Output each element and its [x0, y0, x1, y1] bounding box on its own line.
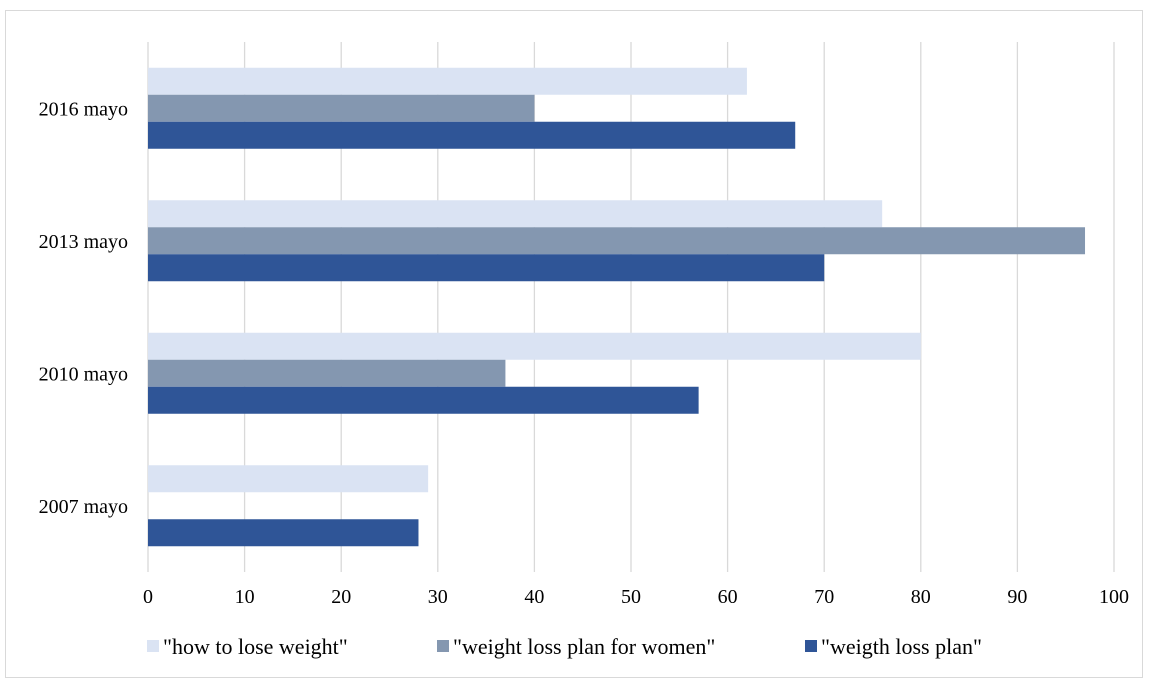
- x-tick-label: 40: [524, 586, 544, 608]
- legend-swatch-weight-loss-plan-for-women: [437, 640, 449, 652]
- legend-label: "weigth loss plan": [821, 634, 982, 659]
- x-tick-label: 100: [1099, 586, 1129, 608]
- x-tick-label: 80: [911, 586, 931, 608]
- bar-2007-mayo-weigth-loss-plan: [148, 519, 419, 547]
- x-tick-label: 10: [235, 586, 255, 608]
- bar-2013-mayo-weigth-loss-plan: [148, 254, 825, 282]
- bar-2013-mayo-how-to-lose-weight: [148, 200, 883, 228]
- bar-2016-mayo-weight-loss-plan-for-women: [148, 94, 535, 122]
- category-label: 2016 mayo: [39, 98, 128, 120]
- x-tick-label: 0: [143, 586, 153, 608]
- legend-label: "weight loss plan for women": [453, 634, 715, 659]
- category-label: 2007 mayo: [39, 496, 128, 518]
- x-tick-label: 20: [331, 586, 351, 608]
- x-tick-label: 70: [814, 586, 834, 608]
- category-label: 2010 mayo: [39, 363, 128, 385]
- legend-swatch-weigth-loss-plan: [805, 640, 817, 652]
- bar-2016-mayo-weigth-loss-plan: [148, 121, 796, 149]
- bar-2007-mayo-how-to-lose-weight: [148, 465, 429, 493]
- bar-2010-mayo-how-to-lose-weight: [148, 332, 921, 360]
- category-labels: 2007 mayo 2010 mayo 2013 mayo 2016 mayo: [39, 98, 128, 518]
- x-tick-label: 60: [718, 586, 738, 608]
- legend-label: "how to lose weight": [163, 634, 348, 659]
- bar-2010-mayo-weight-loss-plan-for-women: [148, 359, 506, 387]
- bar-2013-mayo-weight-loss-plan-for-women: [148, 227, 1086, 255]
- x-tick-label: 50: [621, 586, 641, 608]
- bar-2010-mayo-weigth-loss-plan: [148, 386, 699, 414]
- x-tick-label: 30: [428, 586, 448, 608]
- legend: "how to lose weight" "weight loss plan fo…: [147, 634, 982, 659]
- legend-swatch-how-to-lose-weight: [147, 640, 159, 652]
- x-tick-label: 90: [1007, 586, 1027, 608]
- bar-2016-mayo-how-to-lose-weight: [148, 67, 747, 95]
- bars: [148, 67, 1086, 547]
- category-label: 2013 mayo: [39, 231, 128, 253]
- x-tick-labels: 0 10 20 30 40 50 60 70 80 90 100: [143, 586, 1129, 608]
